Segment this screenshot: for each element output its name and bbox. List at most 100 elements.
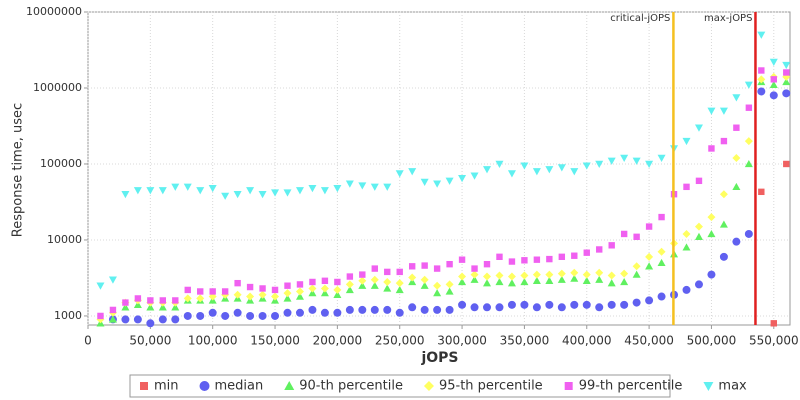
point <box>694 280 703 289</box>
point <box>595 303 604 312</box>
point <box>158 315 167 324</box>
point <box>108 276 117 284</box>
point <box>520 300 529 309</box>
point <box>620 230 628 238</box>
x-axis-label: jOPS <box>420 350 458 366</box>
point <box>159 297 167 304</box>
point <box>370 275 379 284</box>
point <box>744 159 753 168</box>
point <box>358 182 367 190</box>
point <box>158 303 167 311</box>
point <box>545 300 554 309</box>
point <box>308 289 317 297</box>
point <box>121 315 130 324</box>
point <box>433 289 442 297</box>
point <box>769 80 778 89</box>
point <box>271 189 280 197</box>
point <box>495 277 504 286</box>
point <box>433 305 442 314</box>
point <box>532 168 541 176</box>
point <box>233 308 242 317</box>
point <box>345 280 354 289</box>
point <box>420 281 429 289</box>
point <box>408 263 416 270</box>
point <box>171 315 180 324</box>
legend-label: 95-th percentile <box>439 379 543 394</box>
point <box>121 191 130 199</box>
point <box>295 287 304 296</box>
point <box>320 284 329 293</box>
point <box>370 183 379 191</box>
point <box>595 275 604 283</box>
point <box>320 289 329 297</box>
marker-label: max-jOPS <box>704 13 752 24</box>
y-tick-label: 10000 <box>47 233 82 246</box>
point <box>732 94 741 102</box>
point <box>683 183 690 191</box>
point <box>645 252 654 261</box>
point <box>345 285 354 294</box>
point <box>445 287 454 295</box>
point <box>557 275 566 283</box>
point <box>221 288 229 295</box>
point <box>458 300 467 309</box>
point <box>458 256 466 263</box>
point <box>271 292 280 301</box>
point <box>196 294 205 303</box>
point <box>470 275 479 283</box>
point <box>171 303 180 311</box>
point <box>520 271 529 280</box>
point <box>395 308 404 317</box>
y-tick-label: 100000 <box>40 157 82 170</box>
point <box>595 268 604 277</box>
point <box>133 300 142 309</box>
legend-label: median <box>215 379 264 394</box>
point <box>433 281 442 290</box>
point <box>258 191 267 199</box>
point <box>732 153 741 162</box>
point <box>183 311 192 320</box>
point <box>520 277 529 286</box>
point <box>694 232 703 241</box>
x-tick-label: 500,000 <box>687 334 737 348</box>
legend-swatch <box>703 382 714 391</box>
point <box>757 31 766 39</box>
point <box>146 319 155 328</box>
point <box>719 190 728 199</box>
point <box>496 253 503 261</box>
x-tick-label: 350,000 <box>500 334 550 348</box>
point <box>521 257 528 264</box>
point <box>283 289 292 298</box>
point <box>596 246 603 253</box>
point <box>246 187 255 195</box>
legend-swatch <box>140 382 148 390</box>
point <box>720 137 728 145</box>
legend-label: min <box>154 379 179 394</box>
point <box>471 265 478 272</box>
x-tick-label: 150,000 <box>250 334 300 348</box>
point <box>183 183 192 191</box>
point <box>333 285 342 294</box>
point <box>744 229 753 238</box>
point <box>744 81 753 89</box>
point <box>595 160 604 168</box>
point <box>707 270 716 279</box>
point <box>384 268 391 276</box>
point <box>334 278 341 286</box>
x-tick-label: 250,000 <box>375 334 425 348</box>
point <box>695 177 703 185</box>
point <box>345 305 354 314</box>
point <box>309 278 316 286</box>
point <box>558 253 566 261</box>
legend-label: max <box>718 379 747 394</box>
legend-label: 90-th percentile <box>299 379 403 394</box>
point <box>645 160 654 168</box>
point <box>570 168 579 176</box>
point <box>395 279 404 288</box>
point <box>446 260 453 268</box>
point <box>184 286 191 294</box>
point <box>682 229 691 238</box>
point <box>532 270 541 279</box>
point <box>732 237 741 246</box>
point <box>508 258 516 265</box>
